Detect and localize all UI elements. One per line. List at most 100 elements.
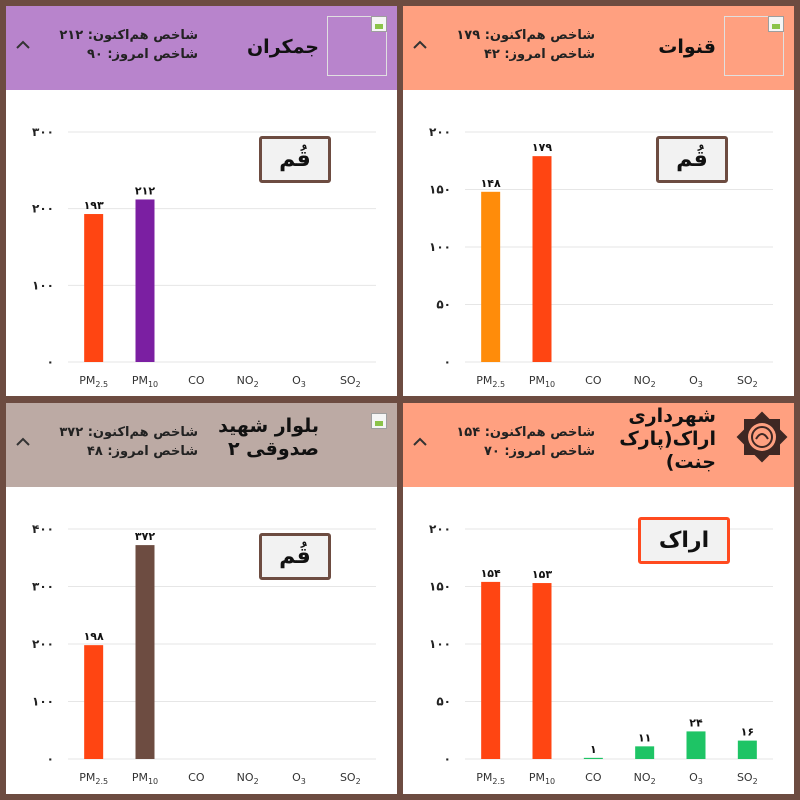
chevron-up-icon	[413, 437, 427, 446]
x-tick-label: PM10	[529, 771, 555, 786]
x-tick-label: PM2.5	[79, 374, 108, 389]
x-tick-label: NO2	[237, 771, 259, 786]
bar-chart: ۰ ۵۰ ۱۰۰ ۱۵۰ ۲۰۰ PM2.5 ۱۴۸ PM10 ۱۷۹ CO NO2 O3 SO2	[429, 125, 773, 389]
bar	[481, 191, 501, 362]
today-index-label: شاخص امروز: ۴۲	[483, 47, 595, 62]
current-index-label: شاخص هم‌اکنون: ۲۱۲	[59, 28, 198, 43]
bar-value-label: ۱۱	[638, 731, 651, 744]
bar	[737, 740, 757, 759]
today-index-label: شاخص امروز: ۹۰	[86, 47, 198, 62]
x-tick-label: SO2	[737, 374, 758, 389]
y-tick-label: ۱۰۰	[32, 695, 54, 709]
bar-value-label: ۱۹۳	[84, 199, 104, 212]
x-tick-label: CO	[585, 771, 602, 784]
y-tick-label: ۰	[47, 355, 54, 369]
y-tick-label: ۰	[444, 355, 451, 369]
station-header: شاخص هم‌اکنون: ۱۷۹ شاخص امروز: ۴۲ قنوات	[403, 6, 794, 90]
x-tick-label: PM10	[132, 771, 158, 786]
bar-value-label: ۲۴	[689, 716, 703, 729]
bar-value-label: ۳۷۲	[135, 530, 155, 543]
y-tick-label: ۳۰۰	[32, 580, 54, 594]
y-tick-label: ۱۰۰	[429, 637, 451, 651]
y-tick-label: ۱۰۰	[429, 240, 451, 254]
y-tick-label: ۲۰۰	[429, 522, 451, 536]
bar	[481, 581, 501, 759]
x-tick-label: O3	[292, 771, 306, 786]
bar	[532, 156, 552, 362]
image-frame	[327, 16, 387, 76]
y-tick-label: ۱۵۰	[429, 580, 451, 594]
bar-value-label: ۱۴۸	[481, 177, 501, 190]
bar	[583, 757, 603, 759]
today-index-label: شاخص امروز: ۷۰	[483, 444, 595, 459]
index-block: شاخص هم‌اکنون: ۱۷۹ شاخص امروز: ۴۲	[435, 26, 595, 64]
x-tick-label: CO	[188, 374, 205, 387]
x-tick-label: NO2	[634, 771, 656, 786]
station-image	[724, 16, 784, 76]
bar	[635, 746, 655, 759]
y-tick-label: ۰	[444, 752, 451, 766]
x-tick-label: PM10	[529, 374, 555, 389]
x-tick-label: SO2	[340, 374, 361, 389]
x-tick-label: NO2	[237, 374, 259, 389]
city-badge: قُم	[259, 136, 331, 183]
bar	[135, 199, 155, 362]
y-tick-label: ۱۵۰	[429, 183, 451, 197]
broken-image-icon	[768, 16, 784, 32]
x-tick-label: SO2	[340, 771, 361, 786]
bar-chart: ۰ ۱۰۰ ۲۰۰ ۳۰۰ ۴۰۰ PM2.5 ۱۹۸ PM10 ۳۷۲ CO NO2 O3 SO2	[32, 522, 376, 786]
current-index-label: شاخص هم‌اکنون: ۱۵۴	[456, 425, 595, 440]
x-tick-label: O3	[689, 771, 703, 786]
today-index-label: شاخص امروز: ۴۸	[86, 444, 198, 459]
x-tick-label: SO2	[737, 771, 758, 786]
collapse-button[interactable]	[411, 433, 429, 451]
chevron-up-icon	[413, 40, 427, 49]
station-name: قنوات	[658, 36, 716, 58]
bar	[532, 583, 552, 759]
station-image	[327, 16, 387, 76]
x-tick-label: CO	[585, 374, 602, 387]
city-badge: اراک	[638, 517, 730, 564]
x-tick-label: PM2.5	[79, 771, 108, 786]
bar-value-label: ۱۵۴	[481, 567, 501, 580]
y-tick-label: ۴۰۰	[32, 522, 54, 536]
y-tick-label: ۵۰	[436, 695, 451, 709]
station-header: شاخص هم‌اکنون: ۲۱۲ شاخص امروز: ۹۰ جمکران	[6, 6, 397, 90]
bar-value-label: ۱۶	[741, 726, 754, 739]
station-name: بلوار شهید صدوقی ۲	[218, 415, 319, 460]
chart-area: ۰ ۵۰ ۱۰۰ ۱۵۰ ۲۰۰ PM2.5 ۱۴۸ PM10 ۱۷۹ CO NO2 O3 SO2 قُ…	[403, 96, 794, 396]
chevron-up-icon	[16, 40, 30, 49]
bar	[84, 214, 104, 362]
bar-chart: ۰ ۵۰ ۱۰۰ ۱۵۰ ۲۰۰ PM2.5 ۱۵۴ PM10 ۱۵۳ CO ۱ NO2 ۱۱ O3 ۲۴ S…	[429, 522, 773, 786]
station-name: شهرداری اراک(پارک جنت)	[619, 405, 716, 473]
bar	[135, 545, 155, 759]
y-tick-label: ۲۰۰	[32, 637, 54, 651]
x-tick-label: CO	[188, 771, 205, 784]
y-tick-label: ۱۰۰	[32, 278, 54, 292]
chart-area: ۰ ۵۰ ۱۰۰ ۱۵۰ ۲۰۰ PM2.5 ۱۵۴ PM10 ۱۵۳ CO ۱ NO2 ۱۱ O3 ۲۴ S…	[403, 493, 794, 794]
station-card-arak: شاخص هم‌اکنون: ۱۵۴ شاخص امروز: ۷۰ شهردار…	[403, 403, 794, 794]
x-tick-label: PM10	[132, 374, 158, 389]
chart-area: ۰ ۱۰۰ ۲۰۰ ۳۰۰ PM2.5 ۱۹۳ PM10 ۲۱۲ CO NO2 O3 SO2 قُم	[6, 96, 397, 396]
station-card-jamkaran: شاخص هم‌اکنون: ۲۱۲ شاخص امروز: ۹۰ جمکران…	[6, 6, 397, 396]
y-tick-label: ۲۰۰	[429, 125, 451, 139]
station-header: شاخص هم‌اکنون: ۱۵۴ شاخص امروز: ۷۰ شهردار…	[403, 403, 794, 487]
station-card-saduqi: شاخص هم‌اکنون: ۳۷۲ شاخص امروز: ۴۸ بلوار …	[6, 403, 397, 794]
y-tick-label: ۰	[47, 752, 54, 766]
collapse-button[interactable]	[14, 36, 32, 54]
index-block: شاخص هم‌اکنون: ۱۵۴ شاخص امروز: ۷۰	[435, 423, 595, 461]
y-tick-label: ۵۰	[436, 298, 451, 312]
chart-area: ۰ ۱۰۰ ۲۰۰ ۳۰۰ ۴۰۰ PM2.5 ۱۹۸ PM10 ۳۷۲ CO NO2 O3 SO2 ق…	[6, 493, 397, 794]
broken-image-icon	[371, 413, 387, 429]
bar-chart: ۰ ۱۰۰ ۲۰۰ ۳۰۰ PM2.5 ۱۹۳ PM10 ۲۱۲ CO NO2 O3 SO2	[32, 125, 376, 389]
bar-value-label: ۱۹۸	[84, 630, 104, 643]
city-badge: قُم	[656, 136, 728, 183]
x-tick-label: NO2	[634, 374, 656, 389]
x-tick-label: O3	[292, 374, 306, 389]
collapse-button[interactable]	[411, 36, 429, 54]
station-header: شاخص هم‌اکنون: ۳۷۲ شاخص امروز: ۴۸ بلوار …	[6, 403, 397, 487]
collapse-button[interactable]	[14, 433, 32, 451]
x-tick-label: PM2.5	[476, 771, 505, 786]
bar-value-label: ۲۱۲	[135, 184, 155, 197]
index-block: شاخص هم‌اکنون: ۲۱۲ شاخص امروز: ۹۰	[38, 26, 198, 64]
